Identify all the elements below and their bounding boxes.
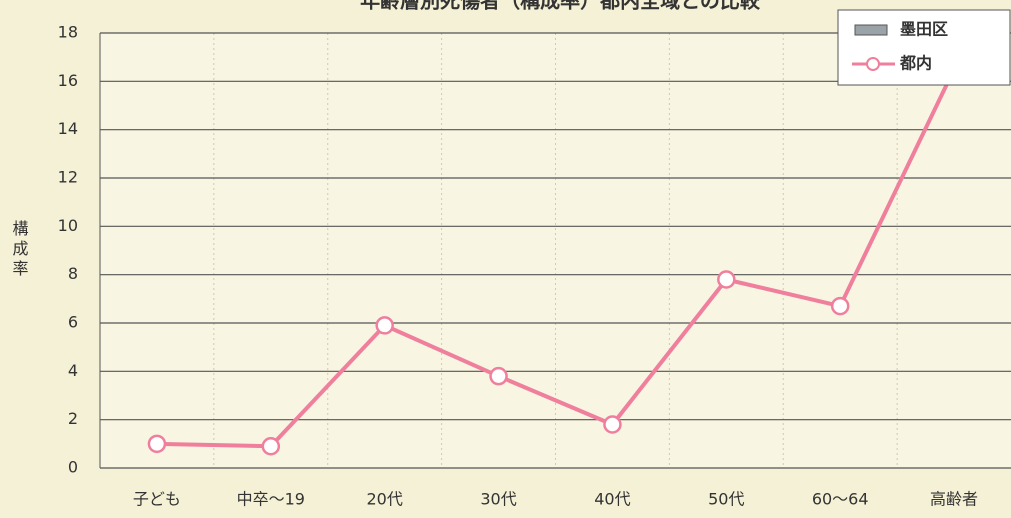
legend-marker <box>866 57 880 71</box>
legend-box <box>837 9 1011 86</box>
y-tick-label: 2 <box>68 409 78 428</box>
y-axis-label: 構成率 <box>10 220 29 280</box>
marker <box>717 270 736 289</box>
line <box>156 68 956 449</box>
y-tick-label: 6 <box>68 313 78 332</box>
y-tick-label: 10 <box>58 216 78 235</box>
y-tick-label: 4 <box>68 361 78 380</box>
marker <box>375 316 394 335</box>
legend-label: 墨田区 <box>900 20 948 39</box>
chart-title: 年齢層別死傷者（構成率）都内全域との比較 <box>360 0 761 13</box>
y-tick-label: 12 <box>58 168 78 187</box>
marker <box>603 415 622 434</box>
x-tick-label: 60～64 <box>812 490 869 509</box>
x-tick-label: 高齢者 <box>930 490 978 509</box>
x-tick-label: 子ども <box>133 490 181 509</box>
x-tick-label: 中卒～19 <box>237 490 305 509</box>
legend-label: 都内 <box>899 54 932 73</box>
y-tick-label: 16 <box>58 71 78 90</box>
marker <box>147 434 167 454</box>
marker <box>830 296 850 316</box>
marker <box>261 437 281 456</box>
y-tick-label: 0 <box>68 458 78 477</box>
legend-swatch <box>854 24 888 36</box>
y-tick-label: 14 <box>58 119 78 138</box>
marker <box>489 366 508 386</box>
y-tick-label: 18 <box>58 23 78 42</box>
x-tick-label: 50代 <box>708 490 744 509</box>
x-tick-label: 20代 <box>367 490 403 509</box>
y-tick-label: 8 <box>68 264 78 283</box>
x-tick-label: 40代 <box>594 490 630 509</box>
x-tick-label: 30代 <box>480 490 516 509</box>
plot-area <box>100 33 1011 468</box>
